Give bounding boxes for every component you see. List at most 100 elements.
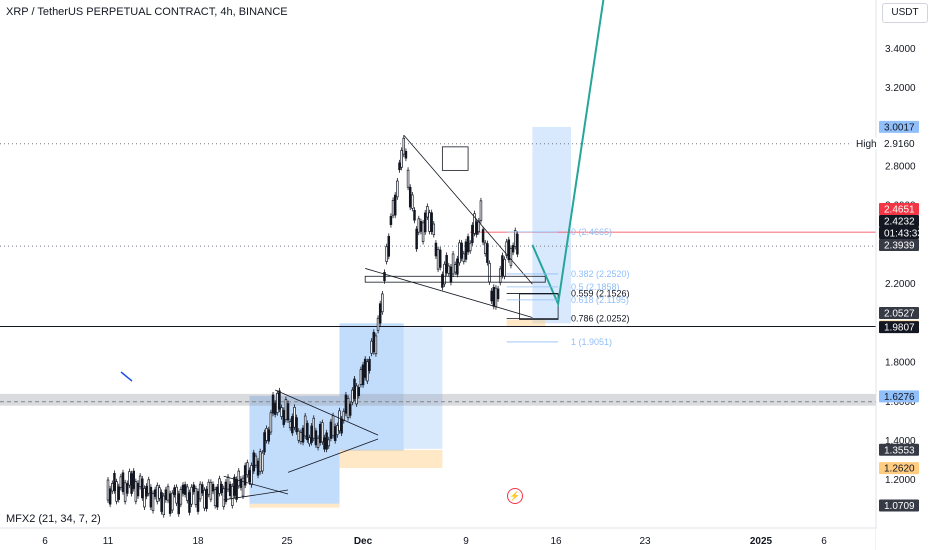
candle <box>415 228 418 250</box>
candle <box>438 249 442 268</box>
candle <box>121 472 125 493</box>
candle <box>115 481 118 502</box>
candle <box>126 483 129 494</box>
candle <box>207 481 210 495</box>
candle <box>496 288 500 300</box>
fib-label-1: 0.382 (2.2520) <box>571 269 630 279</box>
candle <box>498 268 502 283</box>
candle <box>179 489 183 505</box>
price-tag-label-1: 2.9160 <box>884 139 915 150</box>
candle <box>194 488 198 505</box>
candle <box>458 242 461 264</box>
candle <box>263 432 266 453</box>
candle <box>346 398 350 418</box>
candle <box>408 186 412 208</box>
candle <box>306 422 309 441</box>
candle <box>273 402 277 415</box>
candle <box>511 245 515 253</box>
y-tick-label-4: 2.2000 <box>885 279 916 290</box>
price-tag-label-11: 1.2620 <box>884 464 915 475</box>
candle <box>351 389 354 403</box>
fib-label-4: 0.618 (2.1195) <box>571 295 629 305</box>
candle <box>256 460 260 476</box>
candle <box>119 476 123 488</box>
candle <box>321 422 324 443</box>
candle <box>402 137 406 155</box>
high-tag-label: High <box>856 139 877 150</box>
candle <box>466 236 470 253</box>
price-tag-8 <box>879 321 919 334</box>
candle <box>486 243 489 263</box>
candle <box>483 242 487 254</box>
candle <box>258 451 262 472</box>
price-tag-label-6: 2.0527 <box>884 309 915 320</box>
candle <box>171 492 174 511</box>
candle <box>158 487 161 499</box>
candle <box>136 482 140 497</box>
candle <box>224 481 228 502</box>
candle <box>243 465 247 486</box>
x-tick-label-5: 9 <box>463 536 469 547</box>
trend-line-1 <box>223 489 289 501</box>
fib-label-5: 0.786 (2.0252) <box>571 313 630 323</box>
candle <box>516 233 519 255</box>
candle <box>198 483 202 500</box>
candle <box>192 484 195 493</box>
x-tick-label-8: 2025 <box>750 536 773 547</box>
candle <box>233 476 236 496</box>
candle <box>368 358 371 371</box>
candle <box>357 387 361 397</box>
candle <box>325 432 328 450</box>
candle <box>445 255 448 274</box>
currency-selector[interactable]: USDT <box>882 3 928 23</box>
price-tag-4 <box>879 227 919 239</box>
price-tag-11 <box>879 462 919 475</box>
x-tick-label-3: 25 <box>281 536 293 547</box>
candle <box>419 221 423 232</box>
x-tick-label-0: 6 <box>42 536 48 547</box>
candle <box>398 162 401 171</box>
candle <box>149 486 153 508</box>
candle <box>201 484 204 494</box>
candle <box>477 220 481 233</box>
candle <box>462 253 466 262</box>
drawn-rectangle-1 <box>519 293 559 320</box>
candle <box>494 287 498 308</box>
candle <box>216 486 219 508</box>
candle <box>434 242 438 257</box>
candle <box>453 264 457 273</box>
candle <box>293 406 296 428</box>
candle <box>344 394 348 414</box>
indicator-legend[interactable]: MFX2 (21, 34, 7, 2) <box>6 513 101 525</box>
lightning-icon[interactable]: ⚡ <box>507 488 523 504</box>
candle <box>222 488 225 507</box>
price-tag-0 <box>879 120 919 133</box>
price-tag-9 <box>879 390 919 403</box>
candle <box>327 439 331 447</box>
candle <box>168 493 172 514</box>
candle <box>366 361 369 382</box>
candle <box>252 452 255 472</box>
candle <box>323 437 326 450</box>
candle <box>220 483 223 493</box>
candle <box>363 358 367 378</box>
candle <box>213 489 217 506</box>
candle <box>340 418 343 434</box>
trend-line-0 <box>223 475 289 495</box>
position-box-4 <box>249 503 340 508</box>
candle <box>282 410 286 425</box>
candle <box>261 452 264 472</box>
candle <box>128 471 131 486</box>
candle <box>509 248 513 266</box>
price-tag-12 <box>879 499 919 512</box>
candle <box>299 432 303 442</box>
x-tick-label-1: 11 <box>103 536 114 547</box>
candle <box>421 222 425 242</box>
axis-corner <box>876 529 932 550</box>
x-tick-label-4: Dec <box>354 536 373 547</box>
candle <box>460 242 463 259</box>
candle <box>186 486 189 501</box>
candle <box>468 242 472 252</box>
